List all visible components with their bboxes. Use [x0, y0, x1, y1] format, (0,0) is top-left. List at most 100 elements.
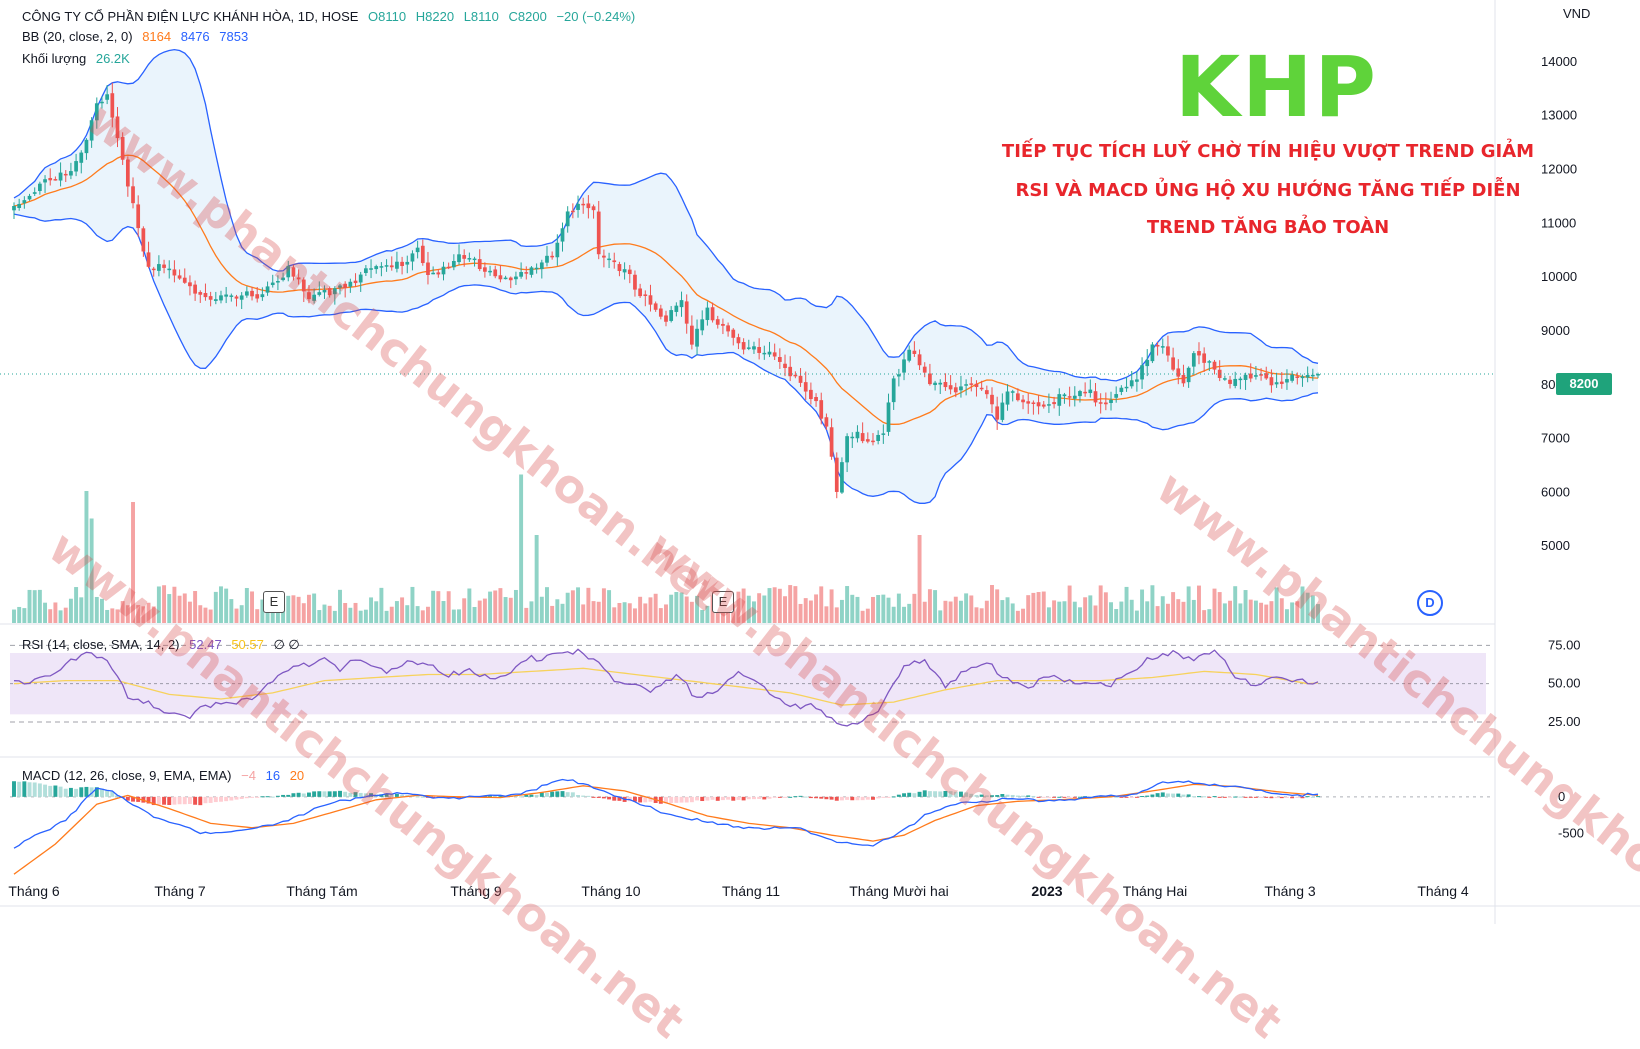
currency-label: VND	[1563, 6, 1591, 21]
macd-histogram-bar	[358, 792, 363, 797]
macd-histogram-bar	[22, 781, 27, 797]
volume-bar	[1290, 602, 1295, 623]
candle-body	[327, 288, 332, 296]
candle-body	[74, 161, 78, 172]
volume-bar	[146, 602, 151, 623]
volume-bar	[1046, 607, 1051, 623]
volume-bar	[1207, 609, 1212, 623]
macd-histogram-bar	[736, 796, 741, 800]
candle-body	[307, 292, 311, 300]
candle-body	[172, 269, 177, 276]
volume-bar	[177, 595, 182, 623]
volume-bar	[281, 604, 286, 623]
macd-histogram-bar	[555, 791, 560, 797]
volume-bar	[953, 596, 958, 623]
candle-body	[379, 266, 384, 268]
macd-histogram-bar	[674, 796, 679, 803]
volume-bar	[477, 600, 482, 623]
candle-body	[731, 329, 736, 338]
macd-legend[interactable]: MACD (12, 26, close, 9, EMA, EMA) −4 16 …	[22, 768, 310, 783]
macd-histogram-bar	[839, 796, 844, 801]
macd-histogram-bar	[1015, 795, 1020, 797]
earnings-event-badge[interactable]: E	[712, 591, 734, 613]
volume-bar	[658, 608, 663, 623]
macd-histogram-bar	[255, 796, 260, 798]
volume-bar	[1124, 586, 1129, 623]
candle-body	[1140, 365, 1144, 380]
candle-body	[669, 310, 674, 321]
candle-body	[995, 406, 1000, 420]
volume-bar	[700, 609, 705, 623]
volume-bar	[669, 594, 674, 623]
volume-bar	[213, 591, 218, 623]
macd-histogram-bar	[1191, 796, 1196, 798]
macd-histogram-bar	[270, 796, 275, 798]
macd-histogram-bar	[203, 796, 208, 804]
volume-bar	[1274, 587, 1279, 623]
candle-body	[990, 394, 994, 405]
volume-bar	[534, 535, 539, 623]
ohlc-change: −20 (−0.24%)	[556, 9, 636, 24]
macd-histogram-bar	[958, 791, 963, 797]
volume-bar	[208, 609, 213, 623]
volume-bar	[270, 606, 275, 623]
price-tick-label: 9000	[1541, 323, 1570, 338]
earnings-event-badge[interactable]: E	[263, 591, 285, 613]
dividend-event-badge[interactable]: D	[1417, 590, 1443, 616]
candle-body	[1171, 357, 1175, 370]
candle-body	[638, 288, 642, 297]
macd-histogram-bar	[643, 796, 648, 803]
candle-body	[462, 255, 467, 259]
volume-bar	[865, 608, 870, 623]
volume-bar	[586, 587, 591, 623]
macd-histogram-bar	[400, 794, 405, 797]
macd-histogram-bar	[519, 796, 524, 798]
volume-bar	[943, 600, 948, 623]
candle-body	[332, 288, 337, 295]
volume-bar	[1269, 601, 1274, 623]
candle-body	[1295, 376, 1300, 378]
rsi-legend[interactable]: RSI (14, close, SMA, 14, 2) 52.47 50.57 …	[22, 637, 306, 653]
price-tick-label: 5000	[1541, 538, 1570, 553]
candle-body	[405, 261, 410, 265]
candle-body	[1254, 375, 1258, 377]
volume-bar	[1031, 592, 1036, 623]
macd-histogram-bar	[84, 786, 89, 797]
candle-body	[1212, 361, 1217, 370]
volume-bar	[1253, 600, 1258, 623]
volume-bar	[545, 587, 549, 623]
candle-body	[721, 323, 725, 326]
volume-bar	[601, 588, 606, 623]
macd-histogram-bar	[498, 795, 503, 797]
candle-body	[1098, 402, 1103, 404]
time-axis-label: Tháng 9	[450, 883, 502, 899]
macd-histogram-bar	[94, 787, 99, 797]
candle-body	[1000, 402, 1005, 420]
candle-body	[1191, 353, 1196, 367]
macd-histogram-bar	[881, 796, 886, 798]
candle-body	[1072, 395, 1077, 399]
macd-histogram-bar	[990, 795, 994, 797]
macd-histogram-bar	[58, 786, 63, 797]
bb-legend[interactable]: BB (20, close, 2, 0) 8164 8476 7853	[22, 29, 254, 44]
candle-body	[679, 300, 684, 308]
macd-histogram-bar	[1057, 796, 1062, 798]
candle-body	[1010, 391, 1015, 393]
macd-histogram-bar	[156, 796, 161, 805]
volume-bar	[394, 601, 399, 623]
candle-body	[53, 179, 58, 181]
candle-body	[441, 266, 446, 275]
candle-body	[1041, 404, 1046, 407]
candle-body	[840, 462, 844, 493]
volume-bar	[674, 591, 679, 623]
volume-bar	[995, 589, 1000, 623]
bb-upper-line	[13, 48, 1319, 382]
candle-body	[974, 383, 979, 388]
volume-legend[interactable]: Khối lượng 26.2K	[22, 51, 136, 66]
volume-bar	[984, 600, 989, 623]
volume-bar	[441, 601, 446, 623]
candle-body	[374, 266, 379, 270]
volume-bar	[762, 595, 767, 623]
candle-body	[1300, 376, 1305, 379]
candle-body	[855, 431, 860, 439]
